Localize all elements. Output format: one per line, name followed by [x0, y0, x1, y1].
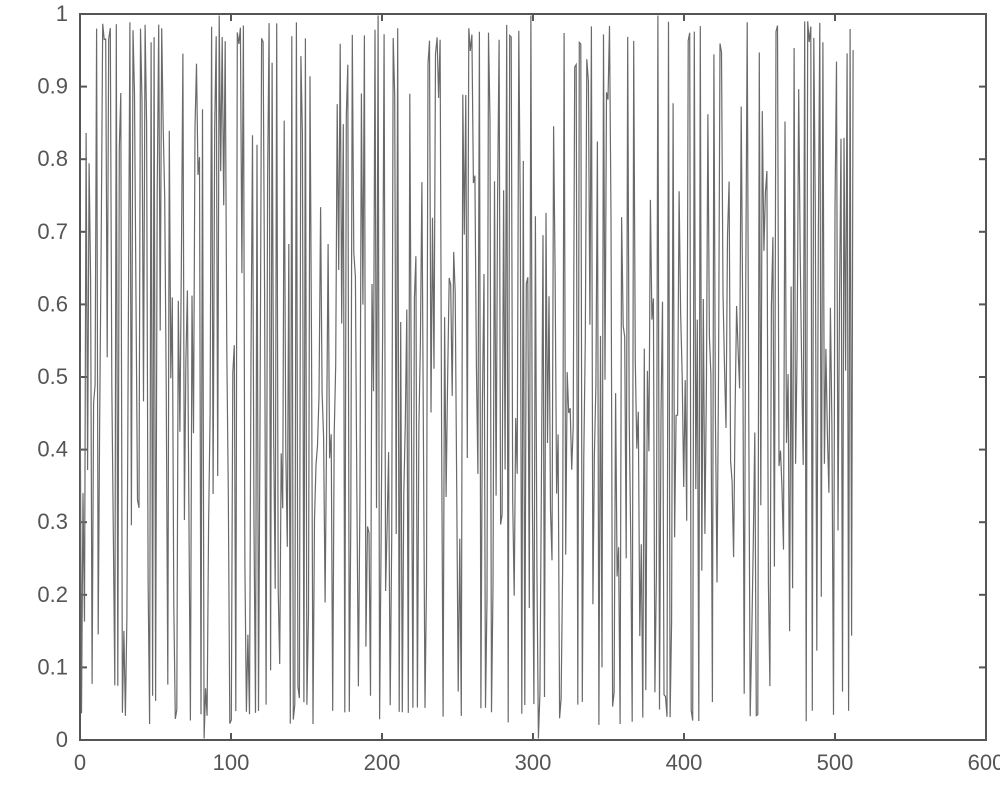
y-tick-label: 0.8 — [37, 146, 68, 171]
x-tick-label: 300 — [515, 750, 552, 775]
y-tick-label: 0.6 — [37, 291, 68, 316]
x-tick-label: 0 — [74, 750, 86, 775]
x-tick-label: 400 — [666, 750, 703, 775]
y-tick-label: 0.1 — [37, 654, 68, 679]
y-tick-label: 1 — [56, 1, 68, 26]
x-tick-label: 100 — [213, 750, 250, 775]
y-tick-label: 0.7 — [37, 219, 68, 244]
y-tick-label: 0.5 — [37, 364, 68, 389]
y-tick-label: 0.9 — [37, 74, 68, 99]
x-tick-label: 600 — [968, 750, 1000, 775]
x-tick-label: 500 — [817, 750, 854, 775]
x-tick-label: 200 — [364, 750, 401, 775]
y-tick-label: 0.3 — [37, 509, 68, 534]
y-tick-label: 0.4 — [37, 437, 68, 462]
y-tick-label: 0 — [56, 727, 68, 752]
chart-container: 0 100 200 300 400 500 600 0 0.1 0.2 0.3 0.4 0.5 0.6 0.… — [0, 0, 1000, 787]
noise-line-chart: 0 100 200 300 400 500 600 0 0.1 0.2 0.3 0.4 0.5 0.6 0.… — [0, 0, 1000, 787]
y-tick-label: 0.2 — [37, 582, 68, 607]
